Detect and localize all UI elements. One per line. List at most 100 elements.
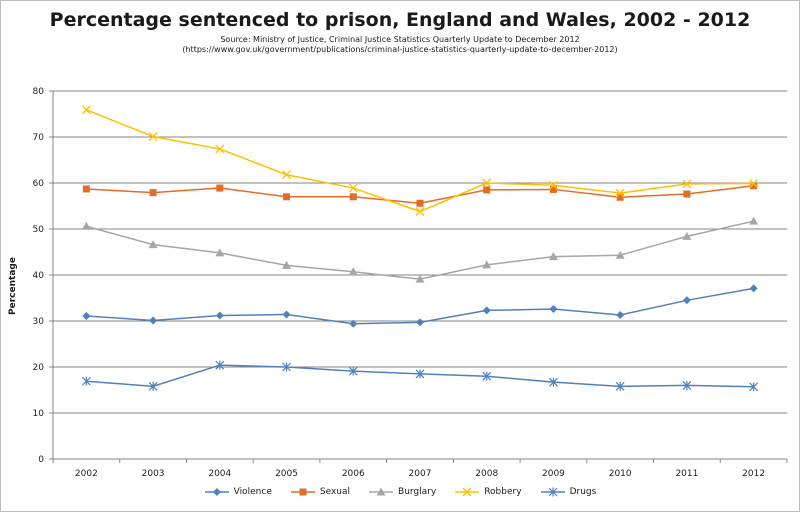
data-point-sexual bbox=[616, 193, 624, 201]
data-point-burglary bbox=[548, 252, 558, 261]
data-point-sexual bbox=[750, 182, 758, 190]
data-point-robbery bbox=[482, 178, 492, 188]
chart-legend: Violence Sexual Burglary Robbery Drugs bbox=[1, 487, 799, 497]
legend-item-sexual: Sexual bbox=[290, 487, 350, 497]
data-point-drugs bbox=[682, 380, 692, 390]
data-point-robbery bbox=[215, 144, 225, 154]
legend-item-violence: Violence bbox=[204, 487, 272, 497]
data-point-sexual bbox=[283, 193, 291, 201]
data-point-robbery bbox=[348, 183, 358, 193]
y-tick-label: 0 bbox=[38, 455, 44, 465]
legend-item-burglary: Burglary bbox=[368, 487, 436, 497]
data-point-robbery bbox=[81, 105, 91, 115]
y-tick-label: 60 bbox=[33, 179, 45, 189]
data-point-drugs bbox=[148, 381, 158, 391]
data-point-violence bbox=[616, 311, 625, 320]
series-robbery bbox=[81, 105, 759, 216]
data-point-robbery bbox=[548, 180, 558, 190]
data-point-drugs bbox=[81, 376, 91, 386]
data-point-robbery bbox=[749, 179, 759, 188]
y-tick-label: 70 bbox=[33, 133, 45, 143]
line-chart: 0 10 20 30 40 50 60 70 80 2002 2003 2004 2005 2006 200… bbox=[33, 87, 788, 479]
data-point-violence bbox=[149, 316, 158, 325]
x-tick-label: 2009 bbox=[542, 469, 565, 479]
legend-item-robbery: Robbery bbox=[454, 487, 522, 497]
data-point-drugs bbox=[482, 371, 492, 381]
legend-item-drugs: Drugs bbox=[540, 487, 596, 497]
data-point-sexual bbox=[483, 186, 491, 194]
data-point-violence bbox=[682, 296, 691, 305]
x-tick-label: 2010 bbox=[609, 469, 632, 479]
data-point-sexual bbox=[82, 185, 90, 193]
legend-marker bbox=[548, 487, 557, 497]
data-point-drugs bbox=[749, 382, 759, 392]
data-point-burglary bbox=[215, 248, 225, 257]
data-point-robbery bbox=[282, 170, 292, 180]
data-point-robbery bbox=[415, 207, 425, 216]
chart-subtitle-url: (https://www.gov.uk/government/publicati… bbox=[182, 45, 618, 54]
data-point-robbery bbox=[615, 188, 625, 198]
chart-subtitle-source: Source: Ministry of Justice, Criminal Ju… bbox=[220, 35, 580, 44]
legend-marker bbox=[299, 488, 307, 496]
legend-label: Robbery bbox=[484, 487, 522, 497]
x-tick-label: 2012 bbox=[742, 469, 765, 479]
data-point-violence bbox=[215, 311, 224, 320]
chart-title: Percentage sentenced to prison, England … bbox=[49, 9, 751, 31]
y-tick-label: 50 bbox=[33, 225, 45, 235]
data-point-violence bbox=[482, 306, 491, 315]
data-point-sexual bbox=[549, 185, 557, 193]
series-sexual bbox=[82, 182, 758, 207]
data-point-violence bbox=[82, 311, 91, 320]
legend-label: Violence bbox=[233, 487, 272, 497]
y-tick-label: 20 bbox=[33, 363, 45, 373]
data-point-drugs bbox=[215, 360, 225, 370]
data-point-violence bbox=[349, 319, 358, 328]
data-point-burglary bbox=[482, 260, 492, 269]
y-tick-label: 30 bbox=[33, 317, 45, 327]
x-tick-label: 2008 bbox=[475, 469, 498, 479]
data-point-sexual bbox=[349, 193, 357, 201]
data-point-burglary bbox=[282, 260, 292, 269]
legend-label: Sexual bbox=[319, 487, 351, 497]
data-point-violence bbox=[549, 305, 558, 314]
data-point-sexual bbox=[683, 190, 691, 198]
series-line-burglary bbox=[86, 220, 754, 280]
data-point-drugs bbox=[615, 381, 625, 391]
x-tick-label: 2011 bbox=[675, 469, 698, 479]
data-point-drugs bbox=[282, 362, 291, 372]
series-drugs bbox=[81, 360, 759, 392]
y-tick-label: 40 bbox=[33, 271, 45, 281]
data-point-burglary bbox=[348, 267, 358, 276]
data-point-drugs bbox=[348, 366, 358, 376]
legend-swatch bbox=[204, 488, 229, 496]
data-point-sexual bbox=[416, 199, 424, 207]
series-burglary bbox=[81, 216, 759, 283]
legend-label: Burglary bbox=[398, 487, 437, 497]
data-point-drugs bbox=[415, 369, 425, 379]
data-point-burglary bbox=[81, 221, 91, 230]
data-point-drugs bbox=[549, 377, 558, 387]
data-point-burglary bbox=[148, 240, 158, 249]
data-point-burglary bbox=[749, 216, 759, 225]
x-tick-label: 2006 bbox=[342, 469, 365, 479]
legend-marker bbox=[462, 487, 472, 497]
data-point-violence bbox=[282, 310, 291, 319]
data-point-burglary bbox=[615, 250, 625, 259]
x-tick-label: 2003 bbox=[142, 469, 165, 479]
y-tick-label: 80 bbox=[33, 87, 45, 97]
data-point-violence bbox=[416, 318, 424, 327]
legend-swatch bbox=[290, 488, 315, 496]
data-point-robbery bbox=[682, 179, 692, 189]
x-tick-label: 2005 bbox=[275, 469, 298, 479]
x-tick-label: 2007 bbox=[409, 469, 432, 479]
x-tick-label: 2002 bbox=[75, 469, 98, 479]
data-point-burglary bbox=[682, 231, 692, 240]
data-point-violence bbox=[749, 284, 758, 293]
x-tick-label: 2004 bbox=[208, 469, 231, 479]
chart-subtitle: Source: Ministry of Justice, Criminal Ju… bbox=[1, 35, 799, 55]
legend-swatch bbox=[369, 487, 394, 496]
y-tick-label: 10 bbox=[33, 409, 45, 419]
legend-marker bbox=[212, 488, 221, 496]
data-point-sexual bbox=[149, 189, 157, 197]
